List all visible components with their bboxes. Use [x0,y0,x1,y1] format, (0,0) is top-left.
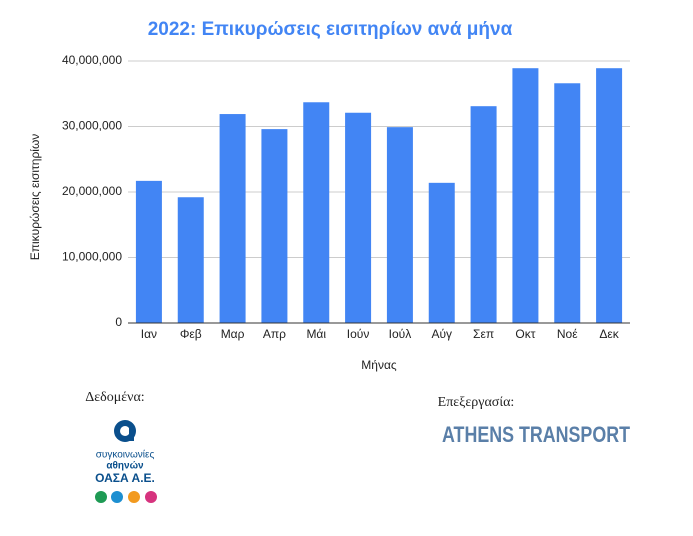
x-tick-label: Απρ [263,327,286,341]
bar [428,182,455,323]
x-tick-label: Νοέ [557,327,578,341]
x-tick-label: Μάι [306,327,326,341]
oasa-text: ΟΑΣΑ Α.Ε. [95,471,155,485]
y-tick-label: 40,000,000 [62,53,122,67]
logo-mark-stem [129,426,134,441]
transport-icon [111,491,123,503]
data-source-label: Δεδομένα: [85,390,144,405]
bar [554,83,581,324]
bar [512,68,539,323]
athens-transport-logo: ATHENS TRANSPORT [442,422,630,447]
oasa-text: συγκοινωνίες [96,449,155,461]
x-axis-label: Μήνας [361,358,397,372]
x-tick-label: Αύγ [431,327,452,341]
chart-title: 2022: Επικυρώσεις εισιτηρίων ανά μήνα [148,19,513,40]
x-tick-label: Σεπ [473,327,494,341]
bar [135,180,162,323]
processing-label: Επεξεργασία: [438,395,515,410]
bar [177,197,204,323]
bar [386,127,413,323]
bar [219,114,246,324]
transport-icon [128,491,140,503]
x-tick-label: Ιαν [141,327,157,341]
x-tick-label: Μαρ [221,327,245,341]
y-axis-label: Επικυρώσεις εισιτηρίων [28,134,42,261]
bar [303,102,330,323]
oasa-logo: συγκοινωνίες αθηνών ΟΑΣΑ Α.Ε. [95,420,157,503]
y-tick-label: 10,000,000 [62,250,122,264]
x-tick-label: Δεκ [599,327,619,341]
y-tick-label: 0 [115,315,122,329]
y-tick-label: 30,000,000 [62,119,122,133]
logo-mark-inner [120,426,130,436]
transport-icon [145,491,157,503]
y-tick-label: 20,000,000 [62,184,122,198]
x-tick-label: Ιούν [347,327,370,341]
x-tick-label: Οκτ [515,327,535,341]
bar [596,68,623,323]
oasa-text: αθηνών [106,461,144,472]
bar [261,129,288,323]
x-tick-label: Φεβ [180,327,202,341]
bar [470,106,497,323]
bar [345,112,372,324]
transport-icon [95,491,107,503]
x-tick-label: Ιούλ [389,327,412,341]
